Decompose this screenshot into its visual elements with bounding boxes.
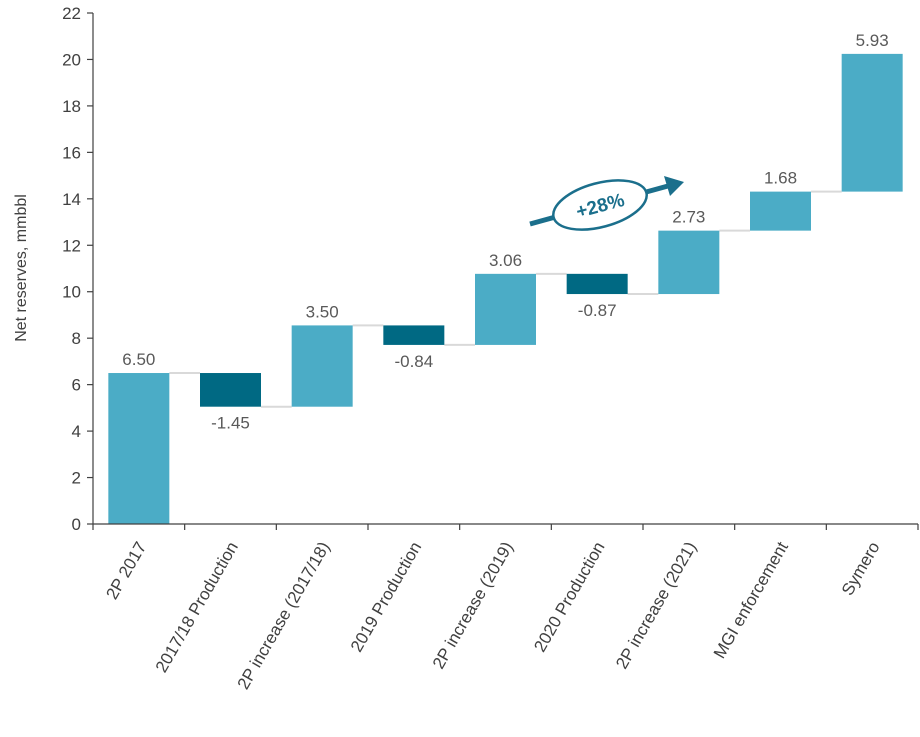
category-label-0: 2P 2017 <box>102 539 150 603</box>
bar-5 <box>566 273 628 295</box>
y-tick-label: 20 <box>62 50 81 69</box>
bar-6 <box>658 230 720 295</box>
category-label-3: 2019 Production <box>347 539 425 656</box>
data-label-5: -0.87 <box>578 301 617 320</box>
bar-1 <box>200 373 261 407</box>
data-label-4: 3.06 <box>489 251 522 270</box>
callout-ellipse <box>552 179 648 231</box>
bar-7 <box>750 191 811 231</box>
category-label-5: 2020 Production <box>530 539 608 656</box>
data-label-8: 5.93 <box>856 31 889 50</box>
bar-8 <box>841 53 903 192</box>
y-tick-label: 22 <box>62 4 81 23</box>
callout-arrowhead <box>664 176 684 196</box>
data-label-2: 3.50 <box>306 302 339 321</box>
bar-0 <box>108 373 170 524</box>
category-label-6: 2P increase (2021) <box>612 539 700 673</box>
y-tick-label: 12 <box>62 236 81 255</box>
y-tick-label: 8 <box>72 329 81 348</box>
bar-4 <box>475 273 536 345</box>
y-axis-title: Net reserves, mmbbl <box>13 194 30 342</box>
y-tick-label: 18 <box>62 97 81 116</box>
connector-lines <box>169 190 842 408</box>
data-label-6: 2.73 <box>672 208 705 227</box>
y-tick-label: 0 <box>72 515 81 534</box>
data-label-1: -1.45 <box>211 414 250 433</box>
y-tick-label: 14 <box>62 190 81 209</box>
y-tick-label: 10 <box>62 283 81 302</box>
y-tick-label: 4 <box>72 422 81 441</box>
axes-group: 0 2 4 6 8 10 12 14 16 18 20 22 2P 2017 2017/18 Produc… <box>62 4 919 693</box>
data-labels-group: 6.50 -1.45 3.50 -0.84 3.06 -0.87 2.73 1.68 5.93 <box>122 31 888 433</box>
data-label-3: -0.84 <box>394 352 433 371</box>
bar-3 <box>383 325 445 345</box>
y-tick-label: 16 <box>62 143 81 162</box>
y-tick-label: 2 <box>72 469 81 488</box>
category-label-1: 2017/18 Production <box>152 539 242 676</box>
y-tick-label: 6 <box>72 376 81 395</box>
data-label-7: 1.68 <box>764 169 797 188</box>
category-label-4: 2P increase (2019) <box>429 539 517 673</box>
bars-group <box>108 53 903 524</box>
growth-callout: +28% <box>529 176 684 231</box>
category-label-2: 2P increase (2017/18) <box>234 539 334 693</box>
data-label-0: 6.50 <box>122 350 155 369</box>
category-label-8: Symero <box>838 539 884 599</box>
category-label-7: MGI enforcement <box>710 538 792 661</box>
bar-2 <box>291 325 353 407</box>
